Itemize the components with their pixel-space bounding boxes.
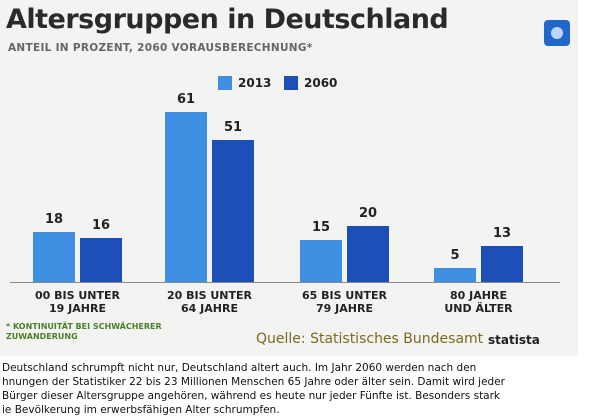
bar [165, 112, 207, 282]
x-tick-label: 80 JAHRE UND ÄLTER [444, 289, 513, 315]
bar [434, 268, 476, 282]
brand: statista [488, 333, 540, 347]
x-tick-label: 20 BIS UNTER 64 JAHRE [167, 289, 252, 315]
value-label: 51 [223, 120, 243, 136]
bar [300, 240, 342, 282]
legend-label: 2060 [304, 76, 338, 90]
article-line: hnungen der Statistiker 22 bis 23 Millio… [2, 376, 505, 388]
value-label: 18 [44, 211, 64, 227]
bar [347, 226, 389, 282]
bar [481, 245, 523, 282]
legend-label: 2013 [238, 76, 272, 90]
article-line: ie Bevölkerung im erwerbsfähigen Alter s… [2, 404, 280, 416]
legend-swatch [218, 76, 232, 90]
baseline [10, 282, 560, 283]
value-label: 13 [492, 225, 512, 241]
legend-swatch [284, 76, 298, 90]
logo-icon [544, 20, 570, 46]
bar [212, 140, 254, 282]
chart-panel [0, 0, 578, 356]
value-label: 15 [311, 220, 331, 236]
footnote: * KONTINUITÄT BEI SCHWÄCHERER ZUWANDERUN… [6, 322, 162, 341]
value-label: 61 [176, 92, 196, 108]
bar [33, 231, 75, 282]
value-label: 5 [450, 248, 460, 264]
chart-subtitle: ANTEIL IN PROZENT, 2060 VORAUSBERECHNUNG… [8, 42, 313, 54]
article-line: Deutschland schrumpft nicht nur, Deutsch… [2, 362, 477, 374]
x-tick-label: 00 BIS UNTER 19 JAHRE [35, 289, 120, 315]
source: Quelle: Statistisches Bundesamt [256, 331, 484, 347]
bar [80, 237, 122, 282]
x-tick-label: 65 BIS UNTER 79 JAHRE [302, 289, 387, 315]
value-label: 20 [358, 206, 378, 222]
article-line: Bürger dieser Altersgruppe angehören, wä… [2, 390, 501, 402]
value-label: 16 [91, 217, 111, 233]
chart-title: Altersgruppen in Deutschland [6, 4, 449, 35]
